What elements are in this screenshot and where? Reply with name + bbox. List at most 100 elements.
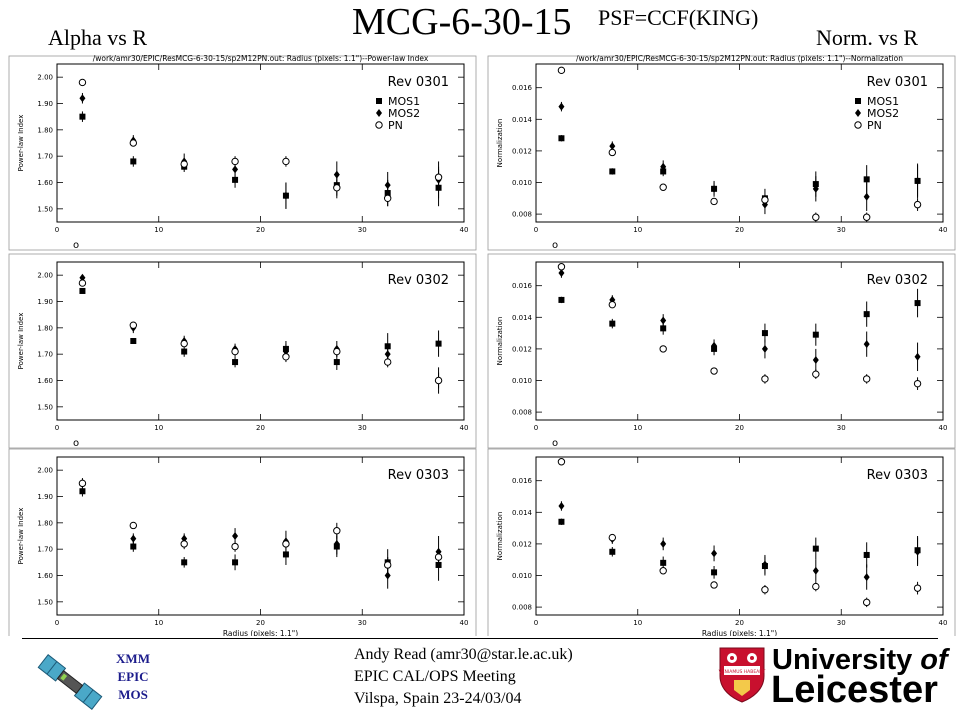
x-tick-label: 10 [154, 424, 163, 432]
x-tick-label: 10 [154, 619, 163, 627]
data-point [761, 560, 768, 569]
logo-motto: VENIAMUS HABEANT [719, 669, 766, 675]
data-point [609, 548, 616, 555]
panel-label: Rev 0303 [388, 468, 449, 483]
data-point [914, 547, 921, 556]
data-point [558, 135, 565, 142]
data-point [181, 348, 188, 355]
y-tick-label: 1.50 [37, 403, 53, 411]
data-point [383, 194, 392, 203]
data-point [333, 170, 340, 179]
slide-title: MCG-6-30-15 [352, 1, 572, 43]
data-point [282, 157, 290, 166]
x-tick-label: 30 [837, 619, 846, 627]
data-point [608, 533, 617, 542]
mission-line: XMM [116, 651, 150, 666]
data-point [609, 168, 616, 175]
data-point [812, 582, 820, 591]
y-tick-label: 0.014 [512, 509, 533, 517]
y-tick-label: 0.008 [512, 211, 532, 219]
data-point [711, 569, 718, 576]
data-point [862, 598, 871, 607]
scatter-panel: 0.008 0.010 0.012 0.014 0.016 0 10 20 30 40 Normal… [487, 253, 956, 449]
data-point [863, 340, 870, 349]
x-tick-label: 10 [633, 619, 642, 627]
y-tick-label: 0.012 [512, 147, 532, 155]
y-tick-label: 1.70 [37, 153, 53, 161]
data-point [129, 521, 138, 530]
legend-label: MOS2 [867, 107, 899, 120]
satellite-icon [37, 654, 103, 710]
data-point [609, 142, 616, 151]
data-point [660, 325, 667, 332]
data-point [232, 559, 239, 566]
data-point [913, 379, 922, 388]
x-tick-label: 40 [460, 424, 469, 432]
legend-label: PN [388, 119, 403, 132]
y-axis-label: Power-law Index [17, 313, 25, 370]
x-tick-label: 20 [256, 226, 265, 234]
data-point [558, 102, 565, 111]
data-point [130, 338, 137, 344]
data-point [558, 269, 565, 278]
y-tick-label: 0.016 [512, 282, 533, 290]
data-point [710, 581, 718, 589]
scatter-panel: /work/amr30/EPIC/ResMCG-6-30-15/sp2M12PN… [487, 54, 956, 251]
presenter-name: Andy Read (amr30@star.le.ac.uk) [354, 646, 573, 663]
data-point [659, 567, 667, 575]
data-point [130, 534, 137, 543]
x-tick-label: 20 [735, 619, 744, 627]
data-point [812, 331, 819, 338]
plot-grid: /work/amr30/EPIC/ResMCG-6-30-15/sp2M12PN… [8, 54, 956, 636]
panel-header: /work/amr30/EPIC/ResMCG-6-30-15/sp2M12PN… [93, 54, 429, 63]
data-point [232, 176, 239, 183]
data-point [434, 553, 443, 561]
data-point [659, 183, 667, 191]
data-point [78, 78, 87, 87]
data-point [79, 113, 86, 120]
stray-mark: o [73, 240, 79, 251]
data-point [129, 139, 138, 147]
x-tick-label: 30 [358, 619, 367, 627]
data-point [231, 542, 239, 551]
data-point [761, 330, 768, 337]
x-tick-label: 40 [460, 226, 469, 234]
data-point [383, 561, 392, 569]
panel-frame [8, 253, 477, 449]
x-tick-label: 30 [837, 424, 846, 432]
x-tick-label: 10 [154, 226, 163, 234]
university-shield-logo: VENIAMUS HABEANT [719, 647, 766, 703]
data-point [914, 176, 921, 185]
y-tick-label: 0.012 [512, 345, 532, 353]
data-point [129, 321, 138, 329]
data-point [232, 165, 239, 174]
data-point [608, 300, 617, 309]
data-point [812, 370, 820, 378]
x-tick-label: 0 [534, 226, 538, 234]
legend-label: MOS2 [388, 107, 420, 120]
data-point [232, 359, 239, 366]
data-point [913, 584, 922, 592]
data-point [232, 532, 239, 540]
data-point [660, 316, 667, 325]
panel-label: Rev 0302 [388, 273, 449, 288]
data-point [558, 518, 565, 525]
panel-label: Rev 0301 [867, 75, 928, 90]
data-point [180, 160, 188, 168]
university-name-line1: University of [772, 644, 948, 677]
data-point [435, 340, 442, 347]
data-point [78, 479, 87, 488]
data-point [558, 296, 565, 303]
data-point [333, 347, 341, 356]
stray-mark: o [73, 438, 79, 449]
data-point [863, 551, 870, 558]
mission-line: EPIC [117, 669, 149, 684]
x-tick-label: 40 [939, 619, 948, 627]
y-tick-label: 1.80 [37, 519, 53, 527]
x-tick-label: 0 [534, 424, 538, 432]
y-tick-label: 0.014 [512, 116, 533, 124]
meeting-name: EPIC CAL/OPS Meeting [354, 668, 516, 685]
stray-mark: o [552, 438, 558, 449]
legend-label: MOS1 [867, 95, 899, 108]
y-tick-label: 2.00 [37, 467, 53, 475]
